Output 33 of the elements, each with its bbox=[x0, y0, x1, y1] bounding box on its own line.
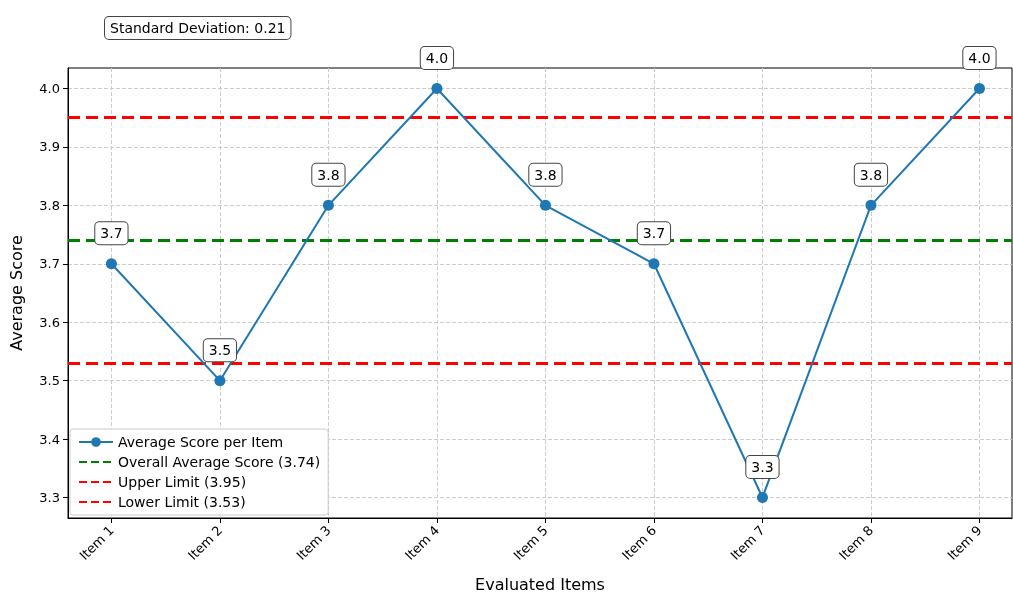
data-label: 3.3 bbox=[751, 459, 774, 476]
point bbox=[105, 258, 117, 270]
legend-label: Overall Average Score (3.74) bbox=[118, 454, 321, 470]
data-label: 3.5 bbox=[208, 342, 232, 359]
y-axis-title: Average Score bbox=[6, 235, 26, 351]
y-tick-label: 3.8 bbox=[39, 197, 60, 213]
data-label: 3.8 bbox=[534, 166, 557, 183]
point bbox=[756, 492, 768, 504]
y-tick-label: 4.0 bbox=[39, 80, 60, 96]
y-tick-label: 3.4 bbox=[39, 431, 60, 447]
legend-label: Upper Limit (3.95) bbox=[118, 474, 247, 490]
y-tick-label: 3.7 bbox=[39, 256, 60, 272]
legend-label: Average Score per Item bbox=[118, 434, 284, 450]
point bbox=[431, 82, 443, 94]
text: Standard Deviation: 0.21 bbox=[110, 20, 286, 36]
x-axis-title: Evaluated Items bbox=[475, 574, 605, 594]
y-tick-label: 3.6 bbox=[39, 314, 60, 330]
point bbox=[539, 199, 551, 211]
data-label: 4.0 bbox=[425, 49, 449, 66]
point bbox=[865, 199, 877, 211]
point bbox=[648, 258, 660, 270]
data-label: 4.0 bbox=[968, 49, 991, 66]
legend-label: Lower Limit (3.53) bbox=[118, 494, 246, 510]
data-label: 3.8 bbox=[317, 166, 340, 183]
data-label: 3.7 bbox=[100, 225, 123, 242]
point bbox=[322, 199, 334, 211]
point bbox=[973, 82, 985, 94]
data-label: 3.8 bbox=[859, 166, 883, 183]
point bbox=[214, 375, 226, 387]
y-tick-label: 3.3 bbox=[39, 490, 60, 506]
y-tick-label: 3.9 bbox=[39, 139, 60, 155]
data-label: 3.7 bbox=[642, 225, 666, 242]
y-tick-label: 3.5 bbox=[39, 373, 60, 389]
